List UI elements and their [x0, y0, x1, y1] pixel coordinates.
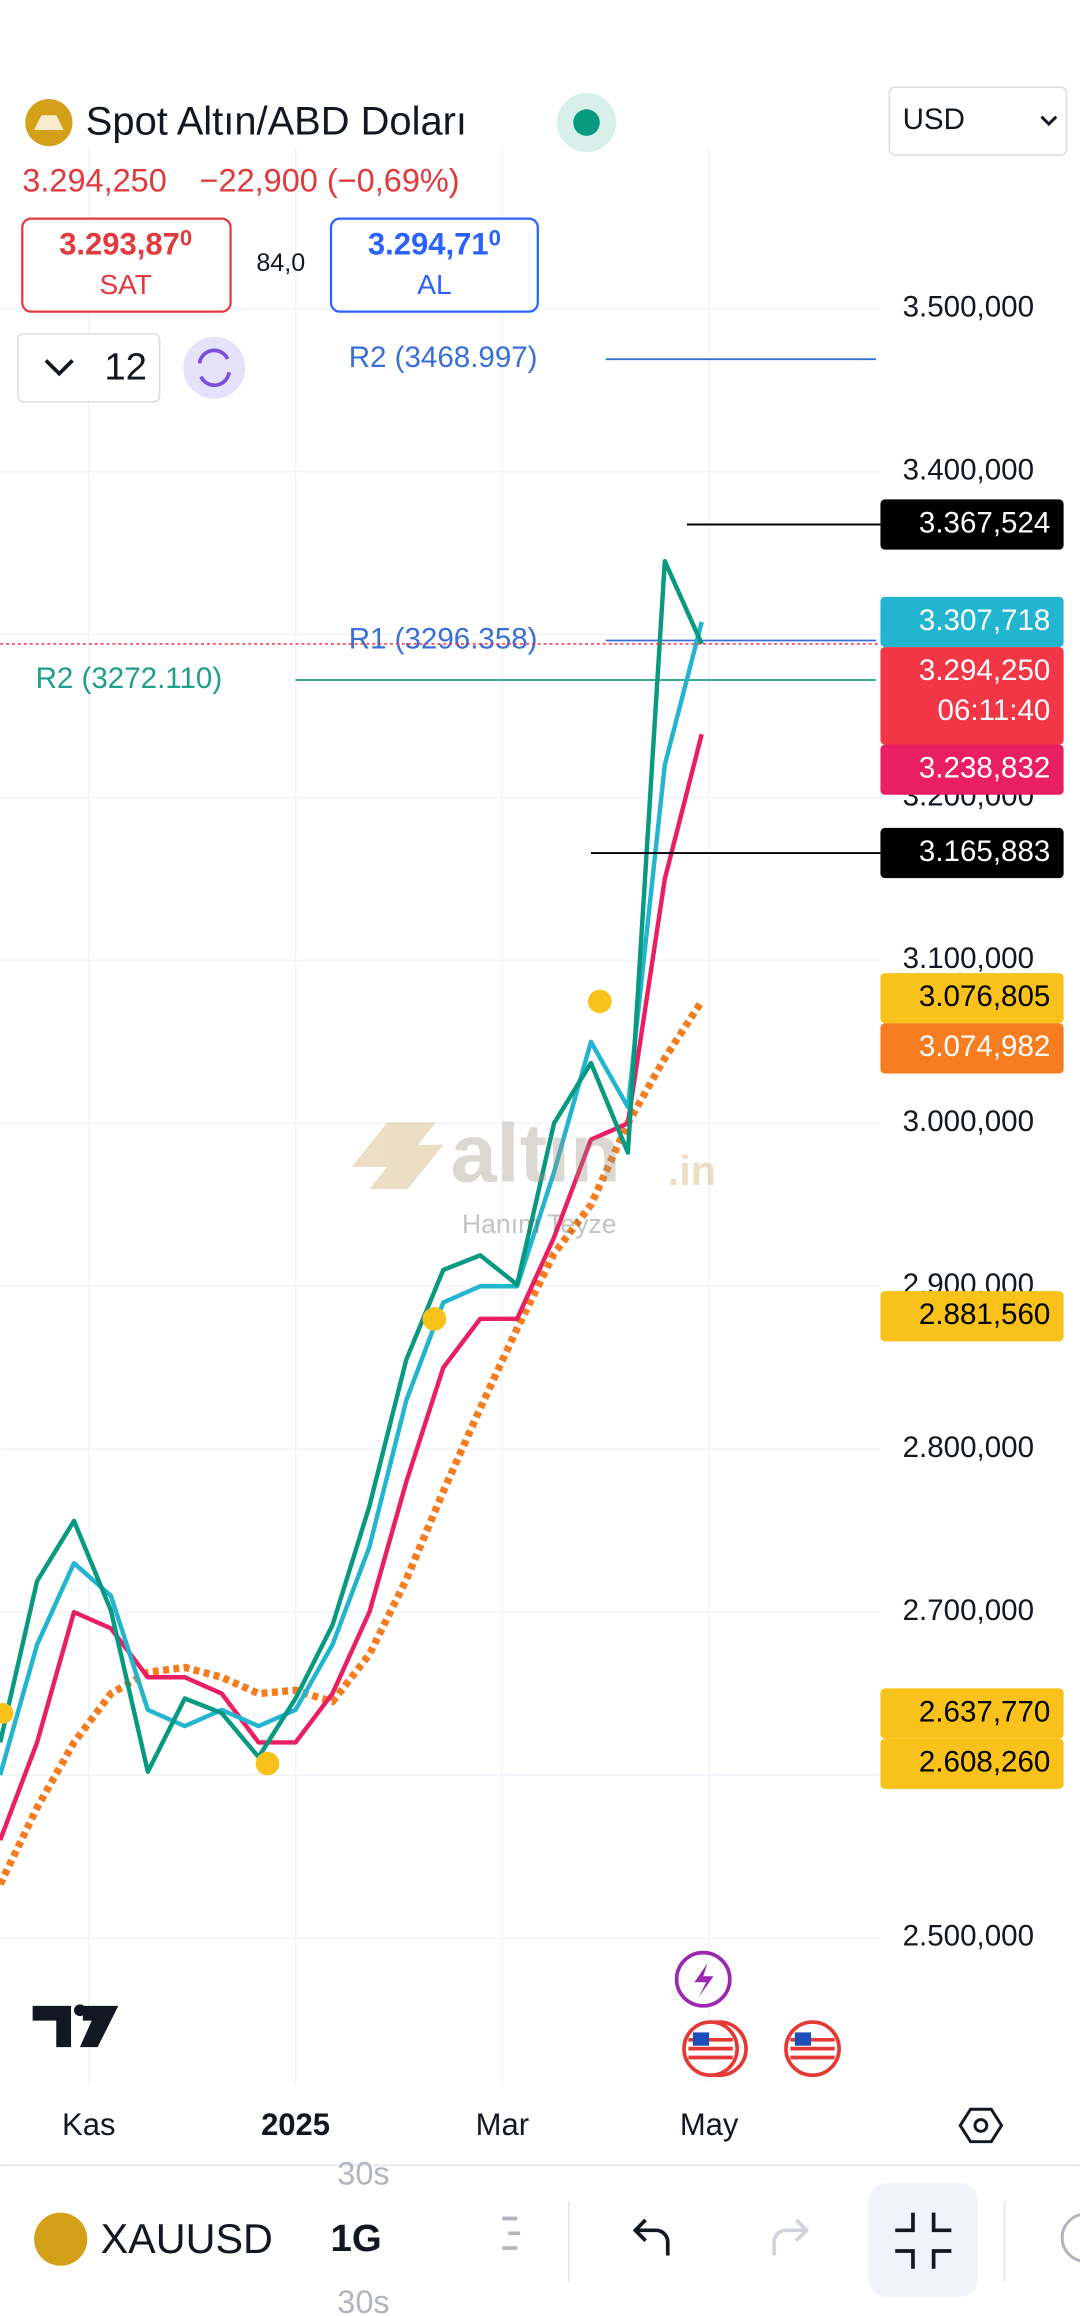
- more-button[interactable]: [1060, 2213, 1080, 2263]
- price-tag-label: 2.608,260: [919, 1745, 1050, 1778]
- watermark-caption: Hanım Teyze: [462, 1209, 617, 1239]
- price-change: −22,900 (−0,69%): [200, 163, 460, 199]
- spread: 84,0: [256, 249, 305, 277]
- bottom-interval[interactable]: 1G: [330, 2217, 381, 2260]
- refresh-button[interactable]: [183, 336, 246, 399]
- refresh-icon: [197, 348, 231, 388]
- countdown: 06:11:40: [938, 694, 1051, 727]
- price-tag: [880, 744, 1064, 795]
- redo-button[interactable]: [772, 2218, 810, 2256]
- buy-price-main: 3.294,71: [368, 227, 489, 262]
- buy-label: AL: [417, 269, 451, 300]
- price-tag: [880, 1688, 1064, 1739]
- x-tick-label: Kas: [62, 2107, 115, 2142]
- price-tag-label: 3.238,832: [919, 751, 1050, 784]
- sell-price-main: 3.293,87: [59, 227, 180, 262]
- price-tag: [880, 647, 1064, 745]
- event-dot[interactable]: [422, 1307, 447, 1331]
- lightning: [694, 1962, 714, 1997]
- sell-label: SAT: [99, 269, 151, 300]
- x-tick-label: Mar: [476, 2107, 529, 2142]
- x-tick-label: 2025: [261, 2107, 330, 2142]
- y-tick-label: 2.500,000: [903, 1920, 1034, 1953]
- price-tag: [880, 1738, 1064, 1789]
- settings-button[interactable]: [958, 2107, 1004, 2144]
- fullscreen-button[interactable]: [868, 2183, 978, 2297]
- pivot-label: R1 (3296.358): [349, 622, 538, 655]
- settings-dot: [973, 2118, 989, 2133]
- price-tags: 3.367,524 3.307,718 3.294,250 06:11:40 3.238…: [880, 499, 1064, 1789]
- interval-next[interactable]: 30s: [337, 2284, 389, 2316]
- symbol-icon: [34, 2212, 88, 2266]
- interval-select[interactable]: [17, 333, 161, 403]
- sell-price: 3.293,870: [59, 225, 192, 262]
- flag-canton: [692, 2032, 710, 2046]
- y-tick-label: 2.700,000: [903, 1594, 1034, 1627]
- y-tick-label: 3.100,000: [903, 942, 1034, 975]
- event-dot[interactable]: [0, 1703, 14, 1724]
- watermark: altın .in Hanım Teyze: [351, 1106, 716, 1239]
- y-tick-label: 3.400,000: [903, 453, 1034, 486]
- price-tag-label: 3.307,718: [919, 604, 1050, 637]
- price-tag-label: 3.367,524: [919, 506, 1050, 539]
- price-tag: [880, 1023, 1064, 1074]
- tv-logo-dot: [73, 2004, 86, 2017]
- series-line: [0, 999, 705, 1886]
- y-tick-label: 3.500,000: [903, 290, 1034, 323]
- series-line: [0, 621, 704, 1776]
- pivot-label: R2 (3468.997): [349, 341, 538, 374]
- watermark-logo: [351, 1122, 444, 1190]
- x-tick-label: May: [680, 2107, 739, 2142]
- price-tag-label: 2.637,770: [919, 1695, 1050, 1728]
- price-tag: [880, 499, 1064, 550]
- interval-value: 12: [104, 345, 147, 388]
- price-tag-label: 3.294,250: [919, 654, 1050, 687]
- sell-button[interactable]: [21, 217, 232, 313]
- symbol-title[interactable]: Spot Altın/ABD Doları: [86, 100, 467, 144]
- bottom-symbol[interactable]: XAUUSD: [101, 2216, 273, 2262]
- currency-select[interactable]: [888, 86, 1068, 156]
- event-dot[interactable]: [588, 989, 612, 1014]
- price-tag-label: 3.074,982: [919, 1030, 1050, 1063]
- chevron: [44, 359, 74, 377]
- last-price: 3.294,250: [22, 163, 167, 199]
- y-tick-label: 3.000,000: [903, 1105, 1034, 1138]
- event-dot[interactable]: [255, 1751, 280, 1776]
- x-axis: Kas 2025 Mar May: [62, 2107, 739, 2142]
- price-tag: [880, 973, 1064, 1024]
- price-tag: [880, 827, 1064, 879]
- price-tag-label: 3.076,805: [919, 980, 1050, 1013]
- interval-prev[interactable]: 30s: [337, 2155, 389, 2191]
- plot: R2 (3468.997) R1 (3296.358) R2 (3272.110): [0, 341, 881, 1886]
- price-tag-label: 2.881,560: [919, 1298, 1050, 1331]
- tv-logo[interactable]: [32, 2005, 119, 2048]
- price-tag-label: 3.165,883: [919, 835, 1050, 868]
- market-status-dot: [573, 109, 600, 136]
- fade: [273, 2200, 296, 2284]
- undo-button[interactable]: [632, 2218, 670, 2256]
- y-tick-label: 2.800,000: [903, 1431, 1034, 1464]
- flag-canton: [794, 2032, 812, 2046]
- buy-price-tail: 0: [489, 225, 501, 250]
- fullscreen-icon: [895, 2212, 952, 2269]
- watermark-suffix: .in: [668, 1148, 716, 1194]
- buy-price: 3.294,710: [368, 225, 501, 262]
- symbol-icon-bar: [34, 115, 64, 130]
- price-tag: [880, 1291, 1064, 1342]
- sell-price-tail: 0: [180, 225, 192, 250]
- series-line: [0, 558, 704, 1774]
- chevron: [1040, 115, 1058, 127]
- watermark-brand: altın: [451, 1106, 621, 1199]
- pivot-label: R2 (3272.110): [36, 662, 223, 695]
- currency-label: USD: [903, 103, 965, 136]
- header-bg: [0, 73, 881, 148]
- chart-type-icon[interactable]: [502, 2216, 521, 2250]
- buy-button[interactable]: [329, 217, 539, 313]
- price-tag: [880, 596, 1064, 648]
